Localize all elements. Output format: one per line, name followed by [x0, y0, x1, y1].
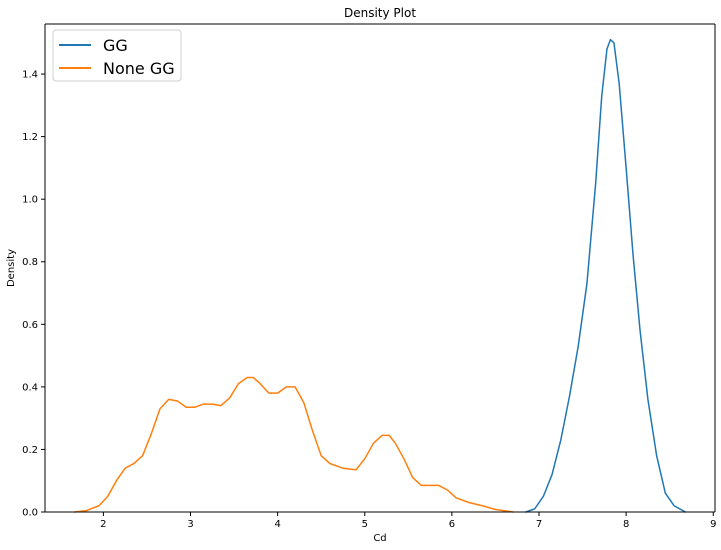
y-axis-label: Density	[6, 249, 17, 287]
legend-label-1: None GG	[103, 59, 175, 78]
x-tick-label-7: 9	[710, 519, 716, 530]
y-tick-label-0: 0.0	[22, 508, 38, 519]
series-line-0	[525, 38, 687, 513]
chart-title: Density Plot	[344, 6, 416, 20]
y-tick-label-6: 1.2	[22, 132, 38, 143]
x-axis-label: Cd	[373, 533, 386, 544]
x-tick-label-4: 6	[449, 519, 455, 530]
y-tick-label-3: 0.6	[22, 320, 38, 331]
x-tick-label-0: 2	[100, 519, 106, 530]
x-tick-label-3: 5	[362, 519, 368, 530]
y-tick-label-1: 0.2	[22, 445, 38, 456]
x-tick-label-5: 7	[536, 519, 542, 530]
y-tick-label-4: 0.8	[22, 257, 38, 268]
x-tick-label-2: 4	[274, 519, 280, 530]
x-tick-label-1: 3	[187, 519, 193, 530]
series-line-1	[73, 376, 514, 513]
legend-label-0: GG	[103, 36, 128, 55]
y-tick-label-7: 1.4	[22, 70, 38, 81]
x-tick-label-6: 8	[623, 519, 629, 530]
y-tick-label-2: 0.4	[22, 382, 38, 393]
y-tick-label-5: 1.0	[22, 195, 38, 206]
